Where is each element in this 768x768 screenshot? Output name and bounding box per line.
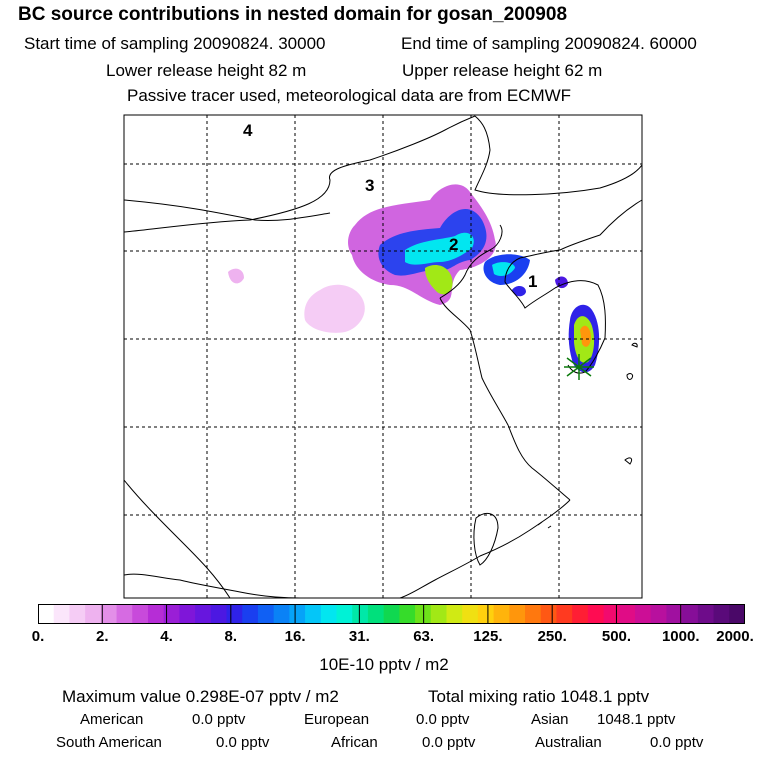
colorbar-tick-label: 16. [284,628,306,645]
colorbar-cell [195,604,212,624]
colorbar-tick-label: 8. [224,628,238,645]
colorbar-cell [367,604,385,624]
european-label: European [304,711,370,728]
american-label: American [80,711,144,728]
colorbar-cell [69,604,86,624]
australian-label: Australian [535,734,602,751]
asian-label: Asian [531,711,569,728]
colorbar-tick-label: 4. [160,628,173,645]
european-value: 0.0 pptv [416,711,470,728]
start-time: Start time of sampling 20090824. 30000 [24,34,326,53]
colorbar-tick-label: 125. [473,628,503,645]
plume-layer [228,184,600,373]
colorbar-cell [556,604,573,624]
colorbar-cell [85,604,102,624]
african-label: African [331,734,378,751]
map-frame [123,114,643,599]
australian-value: 0.0 pptv [650,734,704,751]
colorbar-cell [273,604,290,624]
total-mixing-ratio: Total mixing ratio 1048.1 pptv [428,687,650,706]
upper-release-height: Upper release height 62 m [402,61,603,80]
colorbar-cell [305,604,322,624]
colorbar-cell [163,604,180,624]
colorbar-cell [352,604,369,624]
plume-dot-2 [555,276,568,289]
colorbar-cell [289,604,306,624]
colorbar-cell [572,604,589,624]
lower-release-height: Lower release height 82 m [106,61,307,80]
colorbar-tick-label: 2000. [716,628,754,645]
colorbar-cell [179,604,196,624]
colorbar-cell [462,604,479,624]
colorbar-cell [540,604,558,624]
colorbar-tick-label: 1000. [661,628,700,645]
colorbar-cell [587,604,605,624]
lat-lon-grid [124,115,642,598]
colorbar-tick-label: 0. [31,628,45,645]
colorbar-cell [430,604,448,624]
african-value: 0.0 pptv [422,734,476,751]
region-label-4: 4 [243,121,253,140]
colorbar-cell [336,604,353,624]
asian-value: 1048.1 pptv [597,711,676,728]
colorbar-tick-label: 250. [537,628,567,645]
colorbar-cell [116,604,133,624]
colorbar-cell [257,604,275,624]
region-label-1: 1 [528,272,538,291]
colorbar-cell [38,604,55,624]
colorbar-cell [697,604,715,624]
colorbar-cell [320,604,338,624]
colorbar-cell [100,604,118,624]
region-label-2: 2 [449,235,459,254]
colorbar-tick-label: 31. [348,628,370,645]
colorbar-cell [603,604,620,624]
end-time: End time of sampling 20090824. 60000 [401,34,697,53]
colorbar-cell [477,604,495,624]
colorbar-cell [509,604,526,624]
colorbar-cell [132,604,149,624]
colorbar-cell [226,604,243,624]
colorbar-cell [619,604,636,624]
plume-west-1 [228,268,244,284]
region-label-3: 3 [365,176,375,195]
colorbar-cell [210,604,228,624]
american-value: 0.0 pptv [192,711,246,728]
tracer-note: Passive tracer used, meteorological data… [127,86,572,105]
colorbar-cell [666,604,683,624]
colorbar-cell [682,604,699,624]
colorbar-cell [713,604,730,624]
colorbar-cell [383,604,400,624]
colorbar-cell [147,604,165,624]
page-title: BC source contributions in nested domain… [18,4,568,25]
plume-north-china-core [405,232,474,265]
colorbar [38,604,745,624]
plume-west-2 [304,284,365,333]
colorbar-cell [729,604,745,624]
colorbar-cell [525,604,542,624]
colorbar-cell [53,604,71,624]
colorbar-cell [493,604,510,624]
colorbar-tick-label: 500. [601,628,632,645]
plume-bohai-core [492,262,515,276]
plume-dot-1 [512,286,526,297]
plume-korea-hot [580,325,591,347]
colorbar-tick-label: 63. [413,628,435,645]
colorbar-cell [242,604,259,624]
coastlines [123,115,643,599]
colorbar-cell [446,604,463,624]
south-american-label: South American [56,734,162,751]
colorbar-tick-label: 2. [96,628,109,645]
max-value: Maximum value 0.298E-07 pptv / m2 [62,687,339,706]
receptor-star-icon [564,354,594,380]
colorbar-units: 10E-10 pptv / m2 [319,655,449,674]
colorbar-cell [650,604,668,624]
south-american-value: 0.0 pptv [216,734,270,751]
colorbar-cell [635,604,652,624]
colorbar-cell [399,604,416,624]
plume-north-china-hot [425,265,453,295]
